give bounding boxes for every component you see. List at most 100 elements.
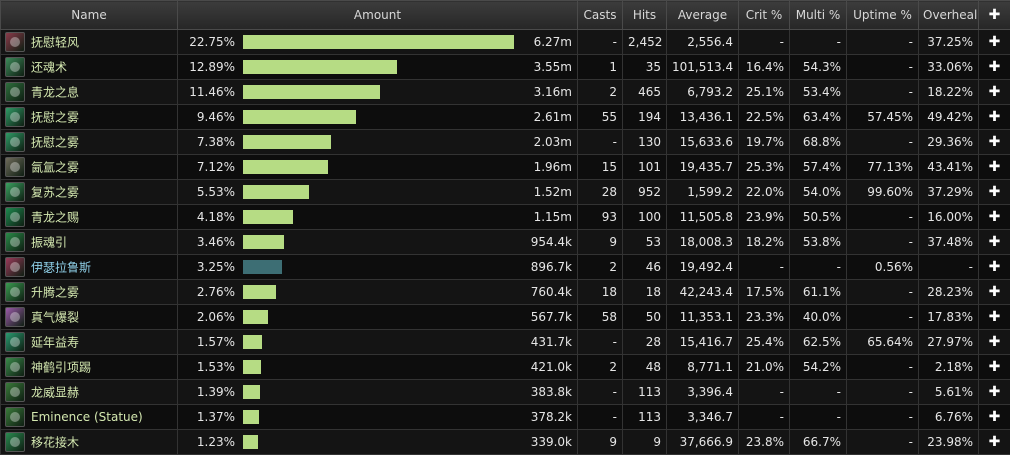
spell-name-cell[interactable]: 移花接木	[1, 430, 178, 455]
spell-name-cell[interactable]: 抚慰之雾	[1, 105, 178, 130]
amount-bar	[243, 60, 397, 74]
amount-bar	[243, 110, 356, 124]
amount-percent: 12.89%	[183, 60, 235, 74]
casts-cell: -	[578, 30, 623, 55]
expand-row-button[interactable]: ✚	[979, 205, 1010, 230]
amount-percent: 1.39%	[183, 385, 235, 399]
expand-row-button[interactable]: ✚	[979, 230, 1010, 255]
hits-cell: 465	[623, 80, 667, 105]
uptime-cell: -	[847, 55, 919, 80]
expand-row-button[interactable]: ✚	[979, 405, 1010, 430]
spell-name-cell[interactable]: 抚慰之雾	[1, 130, 178, 155]
expand-row-button[interactable]: ✚	[979, 105, 1010, 130]
amount-bar-track	[243, 360, 514, 374]
spell-name: 复苏之雾	[31, 186, 79, 200]
amount-bar	[243, 185, 309, 199]
column-header-overheal[interactable]: Overheal	[919, 1, 979, 30]
expand-row-button[interactable]: ✚	[979, 280, 1010, 305]
multi-cell: 53.4%	[790, 80, 847, 105]
spell-name-cell[interactable]: 神鹤引项踢	[1, 355, 178, 380]
column-header-name[interactable]: Name	[1, 1, 178, 30]
average-cell: 19,492.4	[667, 255, 739, 280]
expand-row-button[interactable]: ✚	[979, 330, 1010, 355]
spell-name-cell[interactable]: 延年益寿	[1, 330, 178, 355]
spell-name-cell[interactable]: 抚慰轻风	[1, 30, 178, 55]
multi-cell: 40.0%	[790, 305, 847, 330]
column-header-casts[interactable]: Casts	[578, 1, 623, 30]
expand-row-button[interactable]: ✚	[979, 155, 1010, 180]
amount-bar-track	[243, 85, 514, 99]
expand-all-button[interactable]: ✚	[979, 1, 1010, 30]
spell-name-cell[interactable]: Eminence (Statue)	[1, 405, 178, 430]
spell-name-cell[interactable]: 青龙之赐	[1, 205, 178, 230]
amount-bar-track	[243, 35, 514, 49]
expand-row-button[interactable]: ✚	[979, 180, 1010, 205]
spell-name-cell[interactable]: 氤氲之雾	[1, 155, 178, 180]
amount-bar-track	[243, 260, 514, 274]
expand-row-button[interactable]: ✚	[979, 55, 1010, 80]
amount-percent: 22.75%	[183, 35, 235, 49]
column-header-multi[interactable]: Multi %	[790, 1, 847, 30]
overheal-cell: 33.06%	[919, 55, 979, 80]
amount-percent: 3.25%	[183, 260, 235, 274]
amount-percent: 2.06%	[183, 310, 235, 324]
expand-row-button[interactable]: ✚	[979, 80, 1010, 105]
spell-name-cell[interactable]: 龙威显赫	[1, 380, 178, 405]
overheal-cell: 37.29%	[919, 180, 979, 205]
hits-cell: 50	[623, 305, 667, 330]
spell-name-cell[interactable]: 复苏之雾	[1, 180, 178, 205]
spell-name-cell[interactable]: 振魂引	[1, 230, 178, 255]
expand-row-button[interactable]: ✚	[979, 255, 1010, 280]
expand-row-button[interactable]: ✚	[979, 430, 1010, 455]
column-header-uptime[interactable]: Uptime %	[847, 1, 919, 30]
column-header-crit[interactable]: Crit %	[739, 1, 790, 30]
amount-bar	[243, 35, 514, 49]
spell-name-cell[interactable]: 伊瑟拉鲁斯	[1, 255, 178, 280]
spell-name-cell[interactable]: 青龙之息	[1, 80, 178, 105]
expand-row-button[interactable]: ✚	[979, 355, 1010, 380]
spell-name-cell[interactable]: 还魂术	[1, 55, 178, 80]
column-header-average[interactable]: Average	[667, 1, 739, 30]
spell-name: 氤氲之雾	[31, 161, 79, 175]
uptime-cell: 0.56%	[847, 255, 919, 280]
revival-icon	[5, 57, 25, 77]
multi-cell: 66.7%	[790, 430, 847, 455]
column-header-hits[interactable]: Hits	[623, 1, 667, 30]
expand-row-button[interactable]: ✚	[979, 380, 1010, 405]
multi-cell: -	[790, 380, 847, 405]
crit-cell: 17.5%	[739, 280, 790, 305]
hits-cell: 113	[623, 405, 667, 430]
uptime-cell: -	[847, 205, 919, 230]
amount-cell: 2.06%567.7k	[178, 305, 578, 330]
spell-name-cell[interactable]: 升腾之雾	[1, 280, 178, 305]
amount-cell: 4.18%1.15m	[178, 205, 578, 230]
spell-name: 龙威显赫	[31, 386, 79, 400]
amount-cell: 22.75%6.27m	[178, 30, 578, 55]
expand-row-button[interactable]: ✚	[979, 30, 1010, 55]
spell-name-cell[interactable]: 真气爆裂	[1, 305, 178, 330]
expand-row-button[interactable]: ✚	[979, 130, 1010, 155]
dragon-breath-icon	[5, 82, 25, 102]
expand-row-button[interactable]: ✚	[979, 305, 1010, 330]
casts-cell: -	[578, 380, 623, 405]
column-header-amount[interactable]: Amount	[178, 1, 578, 30]
amount-percent: 1.57%	[183, 335, 235, 349]
multi-cell: -	[790, 255, 847, 280]
